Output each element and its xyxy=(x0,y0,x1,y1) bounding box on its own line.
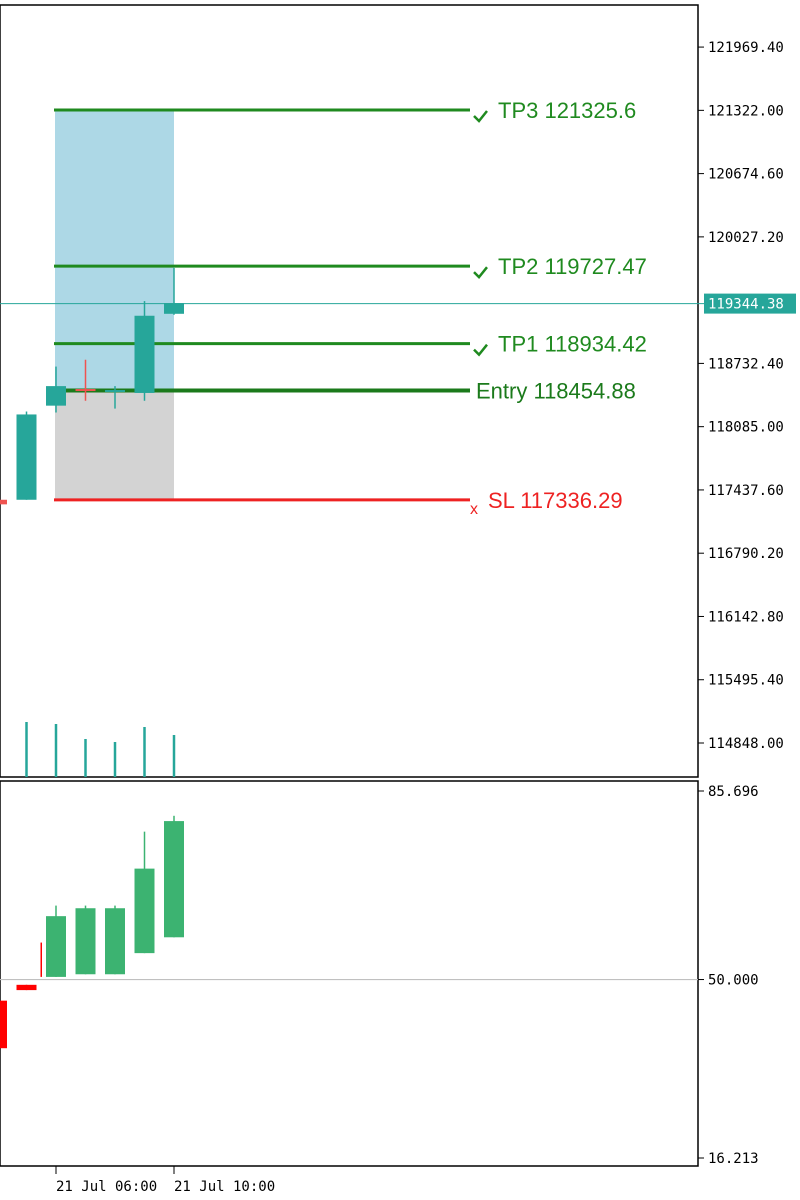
osc-candle-body xyxy=(105,908,125,975)
price-tick-label: 116790.20 xyxy=(708,546,784,562)
price-candles xyxy=(0,267,184,505)
oscillator-pane[interactable]: 85.696 50.000 16.213 xyxy=(0,780,759,1167)
price-tick-label: 115495.40 xyxy=(708,673,784,689)
candle-body xyxy=(164,303,184,314)
candle-body xyxy=(134,315,155,393)
trade-zones xyxy=(55,109,174,500)
price-tick-label: 116142.80 xyxy=(708,609,784,625)
price-axis: 121969.40 121322.00 120674.60 120027.20 1187… xyxy=(698,40,784,752)
profit-zone xyxy=(55,109,174,391)
x-icon: x xyxy=(470,501,478,518)
price-tick-label: 114848.00 xyxy=(708,736,784,752)
check-icon xyxy=(473,343,488,357)
osc-candle-body xyxy=(46,916,66,977)
loss-zone xyxy=(55,390,174,500)
osc-candle-body xyxy=(16,984,37,991)
volume-bars xyxy=(25,722,176,777)
oscillator-candles xyxy=(0,815,184,1049)
osc-tick-label: 50.000 xyxy=(708,973,759,989)
tp2-level-label: TP2 119727.47 xyxy=(498,254,647,279)
price-pane[interactable]: TP3 121325.6 TP2 119727.47 TP1 118934.42 En… xyxy=(0,4,796,778)
osc-candle-body xyxy=(134,868,155,954)
osc-tick-label: 16.213 xyxy=(708,1151,759,1167)
check-icon xyxy=(473,266,488,280)
current-price-label: 119344.38 xyxy=(708,297,784,313)
trade-levels: TP3 121325.6 TP2 119727.47 TP1 118934.42 En… xyxy=(54,98,647,518)
osc-candle-body xyxy=(75,908,96,975)
current-price-badge xyxy=(704,293,796,314)
current-price-marker: 119344.38 xyxy=(0,293,796,314)
oscillator-axis: 85.696 50.000 16.213 xyxy=(698,784,759,1167)
check-icon xyxy=(473,110,488,123)
osc-candle-body xyxy=(0,1000,7,1049)
price-tick-label: 120674.60 xyxy=(708,167,784,183)
oscillator-pane-frame xyxy=(0,780,699,1167)
price-tick-label: 121322.00 xyxy=(708,103,784,119)
sl-level-label: SL 117336.29 xyxy=(488,488,623,513)
price-tick-label: 120027.20 xyxy=(708,230,784,246)
price-tick-label: 118085.00 xyxy=(708,420,784,436)
time-tick-label: 21 Jul 06:00 xyxy=(56,1179,157,1195)
candle-body xyxy=(46,386,66,406)
entry-level-label: Entry 118454.88 xyxy=(476,379,636,404)
osc-candle-body xyxy=(164,821,184,938)
candle-body xyxy=(16,414,37,500)
price-tick-label: 117437.60 xyxy=(708,483,784,499)
tp1-level-label: TP1 118934.42 xyxy=(498,332,647,357)
osc-tick-label: 85.696 xyxy=(708,784,759,800)
candle-body xyxy=(105,390,125,393)
tp3-level-label: TP3 121325.6 xyxy=(498,98,636,123)
time-tick-label: 21 Jul 10:00 xyxy=(174,1179,275,1195)
candle-body xyxy=(75,389,96,392)
price-tick-label: 121969.40 xyxy=(708,40,784,56)
candle-body xyxy=(0,499,7,505)
price-tick-label: 118732.40 xyxy=(708,356,784,372)
